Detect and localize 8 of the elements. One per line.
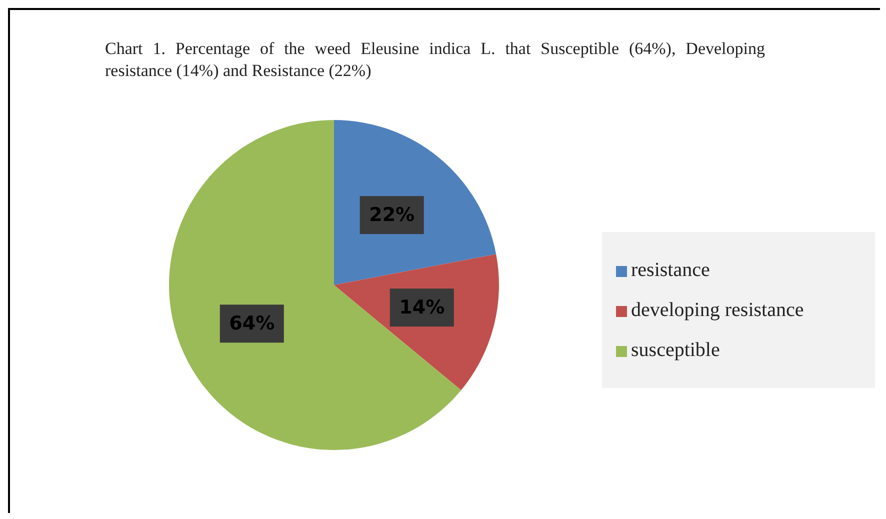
legend-label: resistance <box>631 259 710 281</box>
data-label: 14% <box>399 296 445 319</box>
legend-label: developing resistance <box>631 299 804 321</box>
chart-title: Chart 1. Percentage of the weed Eleusine indica L. that Susceptible (64%), Developing resistance (14%) and Resistance (22%) <box>105 38 765 82</box>
data-label: 22% <box>369 204 415 226</box>
pie-slice <box>169 120 462 450</box>
legend-label: susceptible <box>631 339 720 361</box>
data-label: 64% <box>229 312 275 335</box>
